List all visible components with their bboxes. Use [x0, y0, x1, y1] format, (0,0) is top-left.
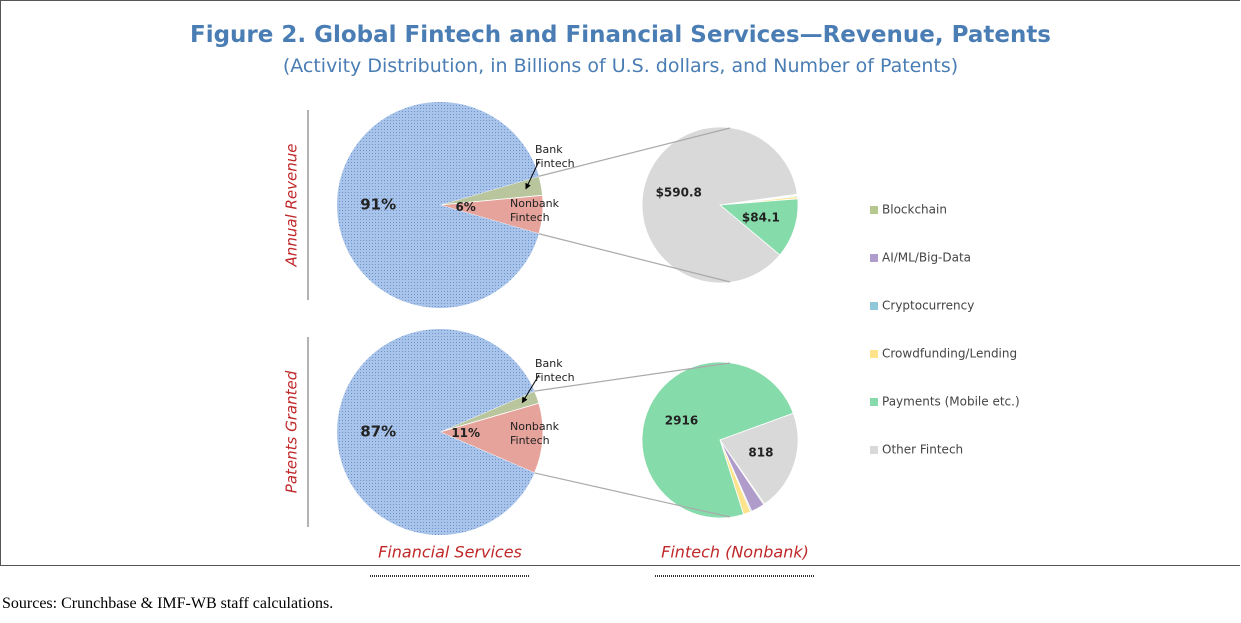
category-label: Nonbank Fintech: [510, 420, 559, 447]
title: Figure 2. Global Fintech and Financial S…: [189, 22, 1052, 48]
legend-swatch: [870, 446, 878, 454]
pie-slice: [719, 412, 799, 505]
pie-slice: [641, 361, 794, 519]
value-label: 818: [748, 445, 773, 459]
pie-slice: [641, 126, 798, 284]
connector: [534, 362, 731, 392]
pie-slice: [337, 101, 539, 308]
value-label: 87%: [360, 423, 396, 441]
legend-swatch: [870, 302, 878, 310]
legend-swatch: [870, 254, 878, 262]
row-label: Annual Revenue: [283, 144, 301, 268]
arrow: [521, 374, 540, 404]
legend-label: Crowdfunding/Lending: [882, 347, 1017, 361]
legend-label: Cryptocurrency: [882, 299, 974, 313]
legend-swatch: [870, 350, 878, 358]
row-label: Patents Granted: [283, 370, 301, 493]
column-label: Financial Services: [378, 543, 522, 562]
value-label: 2916: [665, 414, 698, 428]
connector: [534, 472, 731, 518]
legend-label: Other Fintech: [882, 443, 963, 457]
category-label: Nonbank Fintech: [510, 197, 559, 224]
category-label: Bank Fintech: [535, 143, 575, 170]
subtitle: (Activity Distribution, in Billions of U…: [282, 55, 959, 77]
chart: 91% 6% Annual Revenue $84.1 $590.8 87% 11% Pate…: [283, 101, 1020, 577]
frame: [0, 0, 1240, 566]
value-label: $84.1: [742, 211, 780, 225]
column-label: Fintech (Nonbank): [661, 543, 809, 562]
pie-slice: [438, 402, 544, 474]
legend-swatch: [870, 206, 878, 214]
source: Sources: Crunchbase & IMF-WB staff calcu…: [2, 595, 334, 612]
value-label: $590.8: [656, 186, 702, 200]
arrow: [525, 160, 540, 190]
category-label: Bank Fintech: [535, 357, 575, 384]
legend-label: Payments (Mobile etc.): [882, 395, 1020, 409]
legend-swatch: [870, 398, 878, 406]
legend-label: Blockchain: [882, 203, 947, 217]
value-label: 11%: [451, 426, 480, 440]
pie-slice: [337, 329, 535, 535]
value-label: 91%: [360, 196, 396, 214]
connector: [538, 233, 731, 283]
value-label: 6%: [455, 200, 475, 214]
connector: [538, 127, 731, 177]
legend-label: AI/ML/Big-Data: [882, 251, 971, 265]
pie-slice: [718, 198, 799, 256]
